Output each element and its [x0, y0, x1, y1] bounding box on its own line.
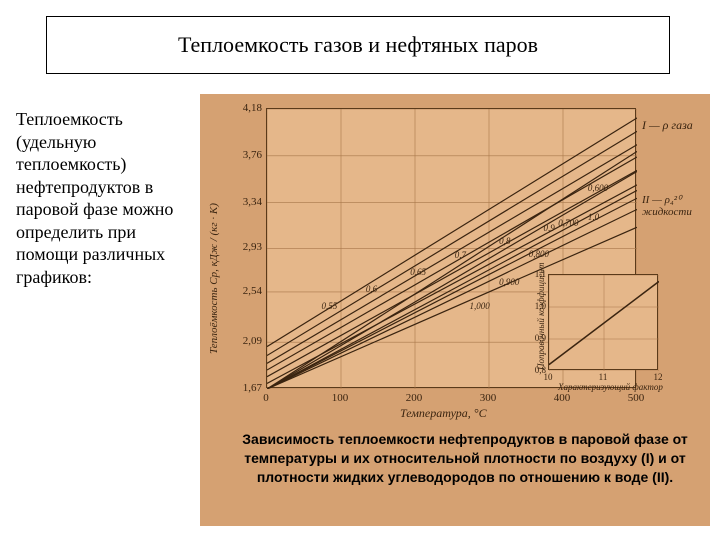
series-i-label: 0,55 — [322, 301, 338, 311]
inset-x-tick: 10 — [540, 372, 556, 382]
series-i-label: 1,0 — [588, 212, 599, 222]
inset-y-tick: 1,0 — [528, 301, 546, 311]
group-ii-annotation: II — ρ₄²⁰ жидкости — [642, 194, 702, 218]
page-title-box: Теплоемкость газов и нефтяных паров — [46, 16, 670, 74]
series-ii-label: 0,700 — [558, 218, 578, 228]
page-title: Теплоемкость газов и нефтяных паров — [178, 32, 538, 58]
series-i-label: 0,9 — [544, 223, 555, 233]
y-axis-label: Теплоёмкость Cp, кДж / (кг · K) — [208, 203, 220, 354]
inset-x-label: Характеризующий фактор — [558, 382, 663, 392]
series-i-label: 0,8 — [499, 236, 510, 246]
series-ii-label: 0,600 — [588, 183, 608, 193]
x-tick: 0 — [251, 392, 281, 404]
series-i-label: 0,6 — [366, 284, 377, 294]
series-i-label: 0,7 — [455, 250, 466, 260]
inset-chart — [548, 274, 658, 370]
sidebar-description: Теплоемкость (удельную теплоемкость) неф… — [16, 108, 188, 288]
figure-panel: Теплоёмкость Cp, кДж / (кг · K) 1,672,09… — [200, 94, 710, 526]
group-i-annotation: I — ρ газа — [642, 118, 693, 133]
inset-y-tick: 1,1 — [528, 269, 546, 279]
series-i-label: 0,65 — [410, 267, 426, 277]
series-ii-label: 0,800 — [529, 249, 549, 259]
y-tick: 3,34 — [234, 196, 262, 208]
inset-chart-svg — [549, 275, 659, 371]
y-tick: 2,09 — [234, 335, 262, 347]
y-tick: 3,76 — [234, 149, 262, 161]
figure-caption: Зависимость теплоемкости нефтепродуктов … — [230, 430, 700, 487]
y-tick: 2,54 — [234, 285, 262, 297]
series-ii-label: 1,000 — [470, 301, 490, 311]
x-tick: 300 — [473, 392, 503, 404]
inset-y-tick: 0,9 — [528, 333, 546, 343]
x-tick: 100 — [325, 392, 355, 404]
y-tick: 4,18 — [234, 102, 262, 114]
inset-x-tick: 12 — [650, 372, 666, 382]
y-tick: 2,93 — [234, 241, 262, 253]
x-tick: 400 — [547, 392, 577, 404]
inset-x-tick: 11 — [595, 372, 611, 382]
series-ii-label: 0,900 — [499, 277, 519, 287]
x-axis-label: Температура, °C — [400, 406, 487, 421]
x-tick: 200 — [399, 392, 429, 404]
x-tick: 500 — [621, 392, 651, 404]
